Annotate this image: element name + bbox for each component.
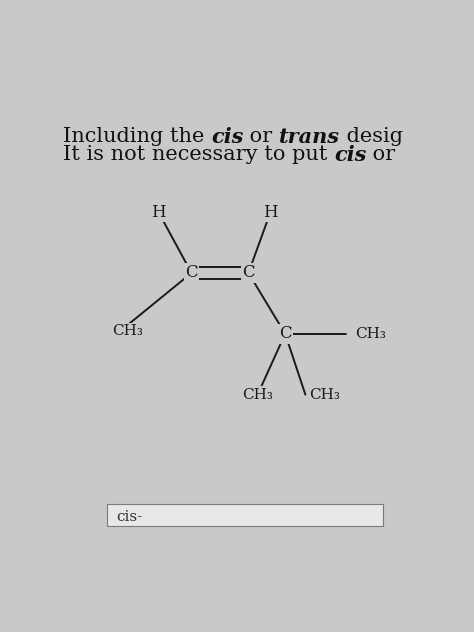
Text: cis: cis (211, 127, 243, 147)
Text: H: H (151, 204, 166, 221)
Text: CH₃: CH₃ (112, 324, 143, 338)
Text: C: C (242, 264, 255, 281)
Text: trans: trans (279, 127, 340, 147)
Text: C: C (279, 325, 292, 343)
Text: It is not necessary to put: It is not necessary to put (63, 145, 334, 164)
Text: or: or (366, 145, 395, 164)
FancyBboxPatch shape (107, 504, 383, 526)
Text: CH₃: CH₃ (309, 387, 340, 401)
Text: C: C (185, 264, 198, 281)
Text: desig: desig (340, 127, 403, 146)
Text: CH₃: CH₃ (242, 387, 273, 401)
Text: or: or (243, 127, 279, 146)
Text: Including the: Including the (63, 127, 211, 146)
Text: cis-: cis- (116, 510, 143, 524)
Text: CH₃: CH₃ (355, 327, 386, 341)
Text: H: H (263, 204, 278, 221)
Text: cis: cis (334, 145, 366, 165)
